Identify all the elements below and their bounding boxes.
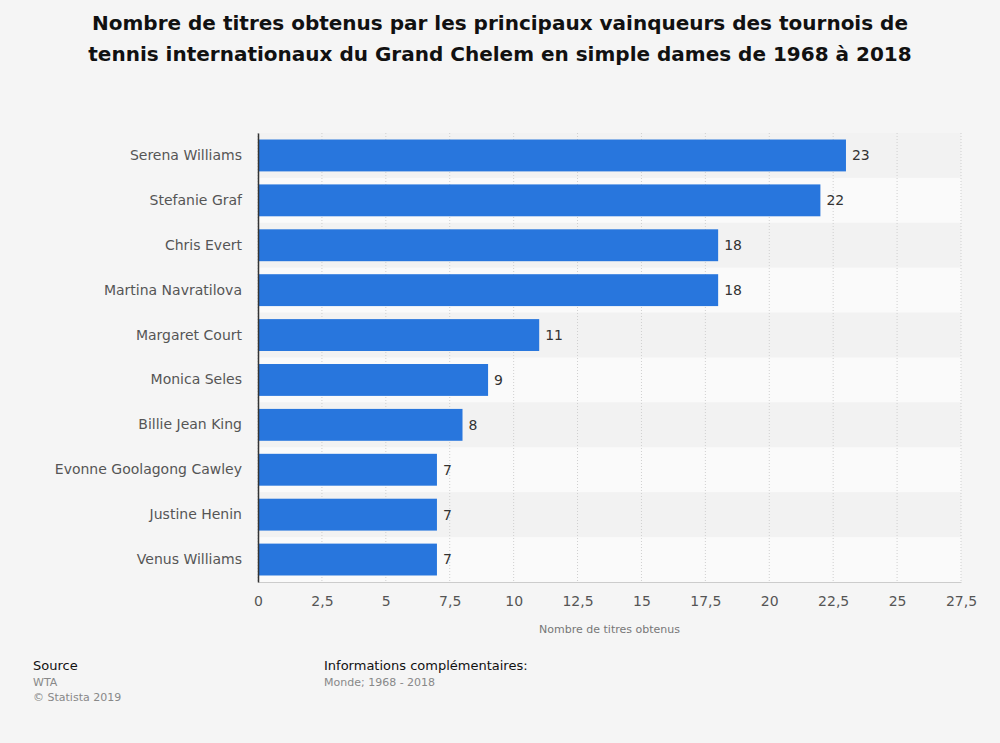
row-stripe (258, 358, 961, 403)
y-tick-label: Stefanie Graf (150, 192, 244, 208)
y-tick-label: Serena Williams (130, 147, 242, 163)
footer-source: WTA (33, 676, 58, 689)
y-tick: Serena Williams (130, 147, 258, 163)
x-tick-label: 25 (889, 593, 907, 609)
x-tick-label: 5 (382, 593, 391, 609)
data-label: 7 (443, 462, 452, 478)
title-group: Nombre de titres obtenus par les princip… (88, 11, 911, 66)
x-tick: 17,5 (690, 582, 721, 609)
x-axis-title: Nombre de titres obtenus (539, 623, 680, 636)
x-tick: 0 (254, 582, 263, 609)
y-tick-label: Venus Williams (137, 551, 242, 567)
bar (258, 544, 437, 576)
background (0, 0, 1000, 743)
footer-info-label: Informations complémentaires: (324, 658, 528, 673)
data-label: 11 (545, 327, 563, 343)
y-tick-label: Martina Navratilova (104, 282, 242, 298)
y-tick-label: Chris Evert (165, 237, 243, 253)
bar (258, 319, 539, 351)
footer-source-label: Source (33, 658, 78, 673)
title: tennis internationaux du Grand Chelem en… (88, 42, 911, 66)
y-tick: Monica Seles (151, 371, 258, 387)
x-tick-label: 15 (633, 593, 651, 609)
bars (258, 140, 846, 576)
x-tick: 15 (633, 582, 651, 609)
footer-info: Monde; 1968 - 2018 (324, 676, 435, 689)
bar (258, 184, 820, 216)
x-tick: 22,5 (818, 582, 849, 609)
x-tick: 7,5 (439, 582, 461, 609)
row-stripe (258, 402, 961, 447)
grid (258, 133, 961, 582)
x-tick-label: 27,5 (946, 593, 977, 609)
x-tick: 25 (889, 582, 907, 609)
chart: Nombre de titres obtenus par les princip… (0, 0, 1000, 743)
y-axis: Serena Williams Stefanie Graf Chris Evert M… (55, 134, 259, 583)
row-stripe (258, 447, 961, 492)
bar (258, 499, 437, 531)
y-tick: Justine Henin (149, 506, 258, 522)
x-tick: 12,5 (562, 582, 593, 609)
y-tick: Evonne Goolagong Cawley (55, 461, 258, 477)
x-tick: 5 (382, 582, 391, 609)
y-tick-label: Evonne Goolagong Cawley (55, 461, 242, 477)
data-label: 23 (852, 147, 870, 163)
bar (258, 274, 718, 306)
title: Nombre de titres obtenus par les princip… (92, 11, 908, 35)
bar (258, 364, 488, 396)
x-tick-label: 22,5 (818, 593, 849, 609)
grid-line (897, 133, 898, 582)
data-label: 22 (826, 192, 844, 208)
bar (258, 140, 846, 172)
row-stripe (258, 133, 961, 178)
y-tick: Stefanie Graf (150, 192, 258, 208)
row-stripes (258, 133, 961, 582)
grid-line (258, 133, 259, 582)
row-stripe (258, 178, 961, 223)
row-stripe (258, 313, 961, 358)
bar (258, 454, 437, 486)
y-tick: Venus Williams (137, 551, 258, 567)
x-tick-label: 7,5 (439, 593, 461, 609)
y-axis-line (258, 134, 260, 583)
x-tick-label: 17,5 (690, 593, 721, 609)
y-tick: Margaret Court (136, 327, 258, 343)
y-tick: Martina Navratilova (104, 282, 258, 298)
data-label: 7 (443, 507, 452, 523)
row-stripe (258, 223, 961, 268)
x-tick-label: 2,5 (311, 593, 333, 609)
row-stripe (258, 492, 961, 537)
x-tick-label: 12,5 (562, 593, 593, 609)
data-label: 18 (724, 237, 742, 253)
x-tick: 10 (505, 582, 523, 609)
data-labels: 23 22 18 18 11 9 8 7 7 7 (443, 147, 870, 567)
data-label: 7 (443, 551, 452, 567)
y-tick: Billie Jean King (138, 416, 258, 432)
bar (258, 229, 718, 261)
x-axis: 0 2,5 5 7,5 10 12,5 15 17,5 20 22,5 25 27,5 (254, 582, 977, 609)
y-tick-label: Monica Seles (151, 371, 242, 387)
row-stripe (258, 537, 961, 582)
x-axis-line (259, 582, 962, 583)
x-tick: 2,5 (311, 582, 333, 609)
x-tick-label: 20 (761, 593, 779, 609)
x-tick: 20 (761, 582, 779, 609)
y-tick-label: Margaret Court (136, 327, 243, 343)
x-tick-label: 0 (254, 593, 263, 609)
grid-line (961, 133, 962, 582)
y-tick-label: Billie Jean King (138, 416, 242, 432)
x-tick: 27,5 (946, 582, 977, 609)
row-stripe (258, 268, 961, 313)
footer-copyright: © Statista 2019 (33, 691, 121, 704)
data-label: 9 (494, 372, 503, 388)
y-tick-label: Justine Henin (149, 506, 242, 522)
data-label: 18 (724, 282, 742, 298)
bar (258, 409, 463, 441)
y-tick: Chris Evert (165, 237, 258, 253)
data-label: 8 (469, 417, 478, 433)
x-tick-label: 10 (505, 593, 523, 609)
